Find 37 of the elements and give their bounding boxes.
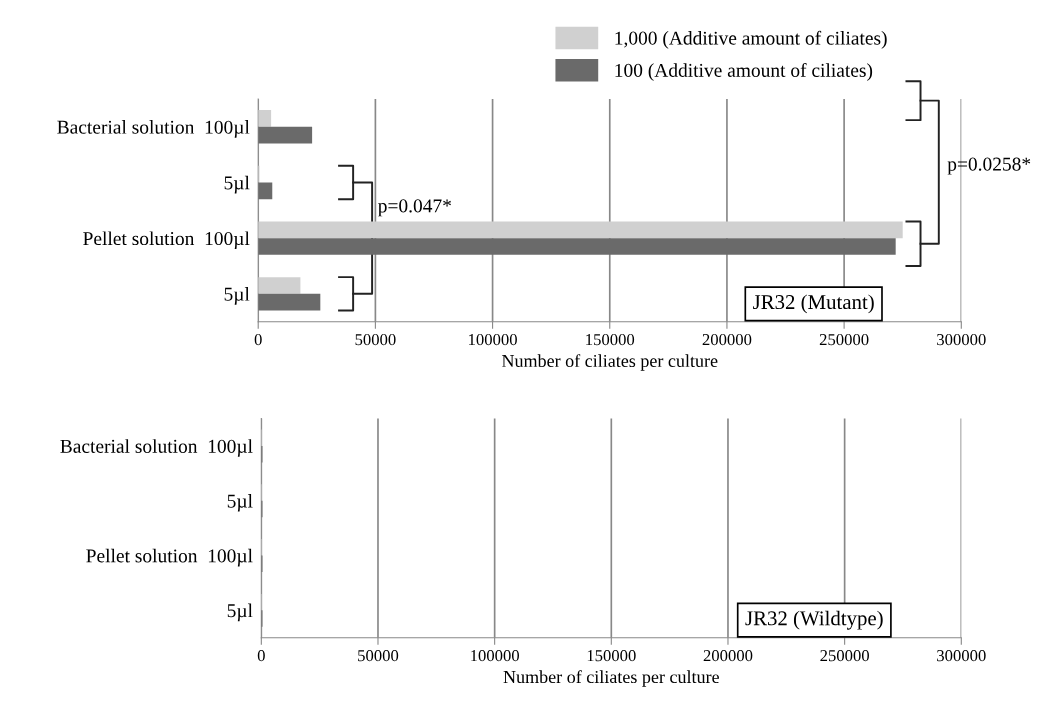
x-tick-label: 150000 xyxy=(586,333,635,346)
bar xyxy=(258,238,896,255)
y-tick-label: 5µl xyxy=(224,175,250,194)
x-tick-label: 100000 xyxy=(469,333,517,346)
bar xyxy=(258,126,313,144)
x-tick-label: 0 xyxy=(257,650,265,662)
x-tick-label: 250000 xyxy=(820,650,869,662)
x-tick-label: 300000 xyxy=(937,333,986,346)
y-tick-label: 5µl xyxy=(227,603,253,622)
y-tick-label: Pellet solution 100µl xyxy=(86,548,253,567)
x-tick-label: 300000 xyxy=(937,650,986,662)
x-tick-label: 50000 xyxy=(358,650,399,662)
bar xyxy=(258,277,301,294)
text: JR32 (Mutant) xyxy=(753,294,874,314)
y-tick-label: Bacterial solution 100µl xyxy=(57,120,250,138)
y-tick-label: 5µl xyxy=(227,493,253,512)
bar xyxy=(258,221,903,239)
legend-label: 100 (Additive amount of ciliates) xyxy=(615,63,873,81)
x-tick-label: 200000 xyxy=(703,650,753,662)
bar xyxy=(258,293,321,311)
annotation: p=0.047* xyxy=(378,199,451,217)
y-tick-label: 5µl xyxy=(224,287,250,305)
x-tick-label: 200000 xyxy=(702,333,752,346)
annotation: p=0.0258* xyxy=(947,157,1031,175)
bar xyxy=(258,182,273,200)
legend-label: 1,000 (Additive amount of ciliates) xyxy=(615,30,887,49)
text: JR32 (Wildtype) xyxy=(745,610,883,630)
x-axis-title: Number of ciliates per culture xyxy=(501,354,718,371)
x-tick-label: 150000 xyxy=(587,650,636,662)
y-tick-label: Pellet solution 100µl xyxy=(83,231,250,250)
x-tick-label: 100000 xyxy=(471,650,520,662)
x-tick-label: 0 xyxy=(254,333,262,346)
x-tick-label: 250000 xyxy=(819,333,869,346)
bar xyxy=(258,110,272,127)
x-tick-label: 50000 xyxy=(355,333,396,346)
x-axis-title: Number of ciliates per culture xyxy=(503,670,719,687)
y-tick-label: Bacterial solution 100µl xyxy=(60,439,253,457)
